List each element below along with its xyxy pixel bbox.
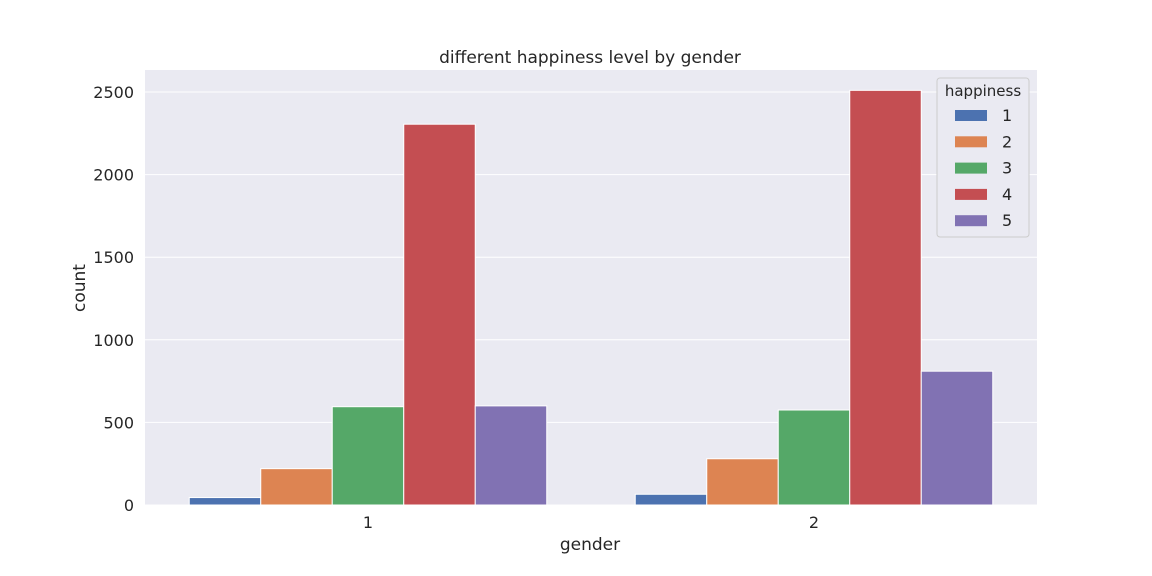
y-axis-ticks: 0 500 1000 1500 2000 2500 [93,83,134,515]
bar-gender-1-happiness-3 [331,406,405,506]
legend-title: happiness [945,82,1021,100]
bars [188,89,994,506]
bar-gender-1-happiness-1 [188,497,262,506]
chart-title: different happiness level by gender [439,48,741,68]
y-tick-label: 2000 [93,166,134,185]
x-axis-label: gender [560,535,620,555]
bar-gender-2-happiness-3 [777,409,851,506]
legend-swatch [955,162,987,174]
y-tick-label: 0 [124,496,134,515]
x-tick-label: 1 [363,513,373,532]
y-tick-label: 1000 [93,331,134,350]
bar-gender-2-happiness-4 [849,89,922,506]
legend-label: 4 [1002,185,1012,204]
legend-swatch [955,188,987,200]
y-tick-label: 2500 [93,83,134,102]
bar-gender-1-happiness-5 [474,405,548,506]
legend-label: 5 [1002,211,1012,230]
legend-label: 2 [1002,132,1012,151]
legend-box [936,77,1030,238]
bar-gender-2-happiness-2 [706,458,779,506]
legend-swatch [955,136,987,148]
bar-gender-1-happiness-2 [260,468,333,506]
y-tick-label: 500 [103,413,134,432]
legend-label: 1 [1002,106,1012,125]
y-tick-label: 1500 [93,248,134,267]
bar-gender-2-happiness-1 [634,493,708,506]
legend-swatch [955,110,987,121]
y-axis-label: count [70,264,90,312]
bar-gender-2-happiness-5 [920,370,994,506]
bar-gender-1-happiness-4 [403,123,476,506]
legend-label: 3 [1002,159,1012,178]
legend-swatch [955,215,987,227]
legend: happiness 1 2 3 4 5 [936,77,1030,238]
x-tick-label: 2 [809,513,819,532]
